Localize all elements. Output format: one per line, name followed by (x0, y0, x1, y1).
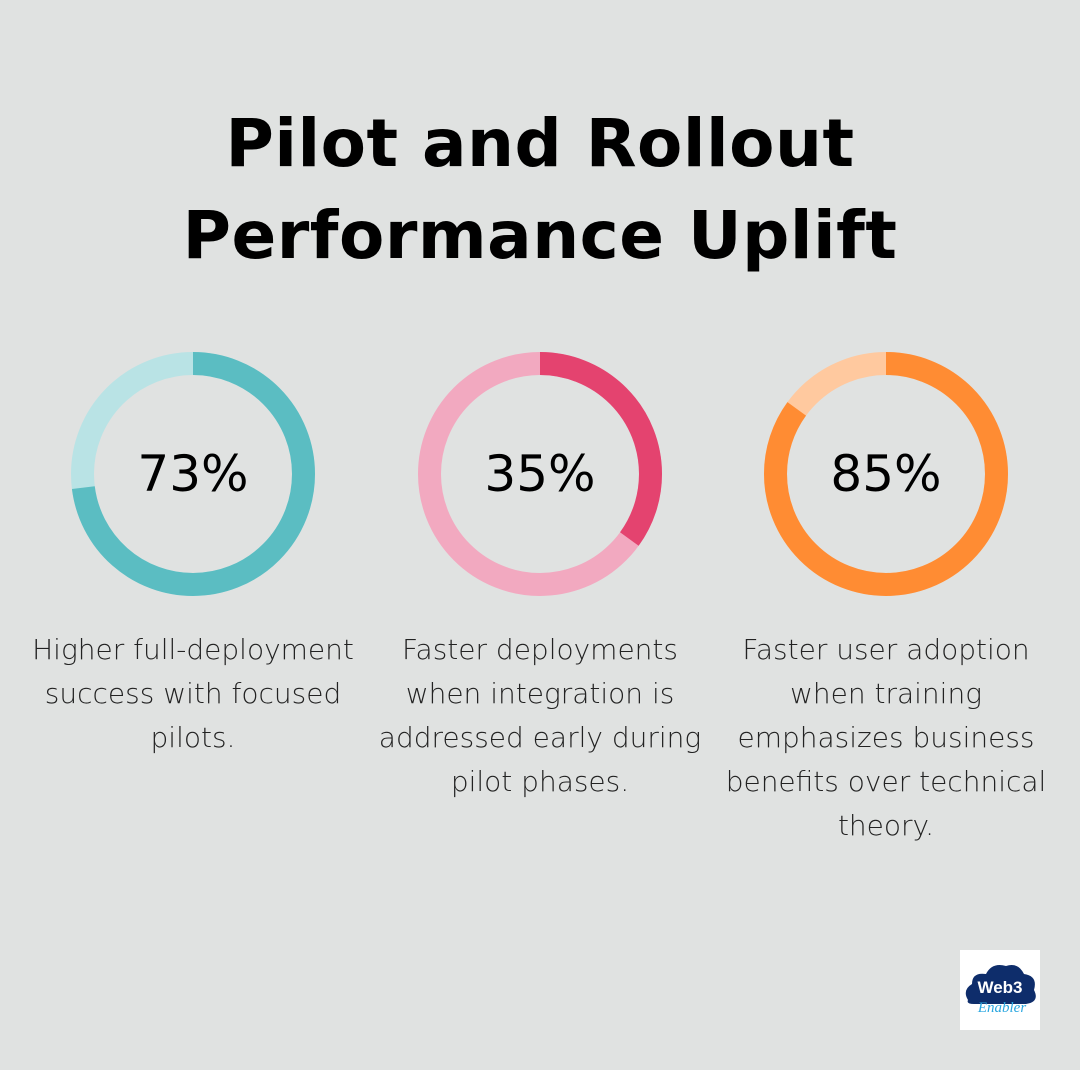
donut-chart-3: 85% (764, 352, 1008, 596)
donut-chart-1: 73% (71, 352, 315, 596)
svg-text:Web3: Web3 (977, 978, 1022, 997)
donut-value-segment (418, 352, 662, 596)
stat-description: Faster deployments when integration is a… (378, 633, 702, 798)
donut-chart-2: 35% (418, 352, 662, 596)
stat-card-3: 85% Faster user adoption when training e… (716, 352, 1056, 848)
donut-value-segment (764, 352, 1008, 596)
stat-card-1: 73% Higher full-deployment success with … (23, 352, 363, 760)
percentage-label: 85% (830, 445, 942, 503)
page-title: Pilot and Rollout Performance Uplift (0, 98, 1080, 282)
svg-text:Enabler: Enabler (977, 1000, 1026, 1016)
stat-card-2: 35% Faster deployments when integration … (370, 352, 710, 804)
percentage-label: 35% (484, 445, 596, 503)
title-line-2: Performance Uplift (182, 197, 898, 274)
donut-value-segment (71, 352, 315, 596)
title-line-1: Pilot and Rollout (225, 105, 855, 182)
stat-description: Faster user adoption when training empha… (725, 633, 1047, 842)
percentage-label: 73% (137, 445, 249, 503)
cloud-logo-icon: Web3 Enabler (965, 965, 1036, 1016)
stat-description: Higher full-deployment success with focu… (32, 633, 354, 754)
web3-enabler-logo: Web3 Enabler (960, 950, 1040, 1030)
